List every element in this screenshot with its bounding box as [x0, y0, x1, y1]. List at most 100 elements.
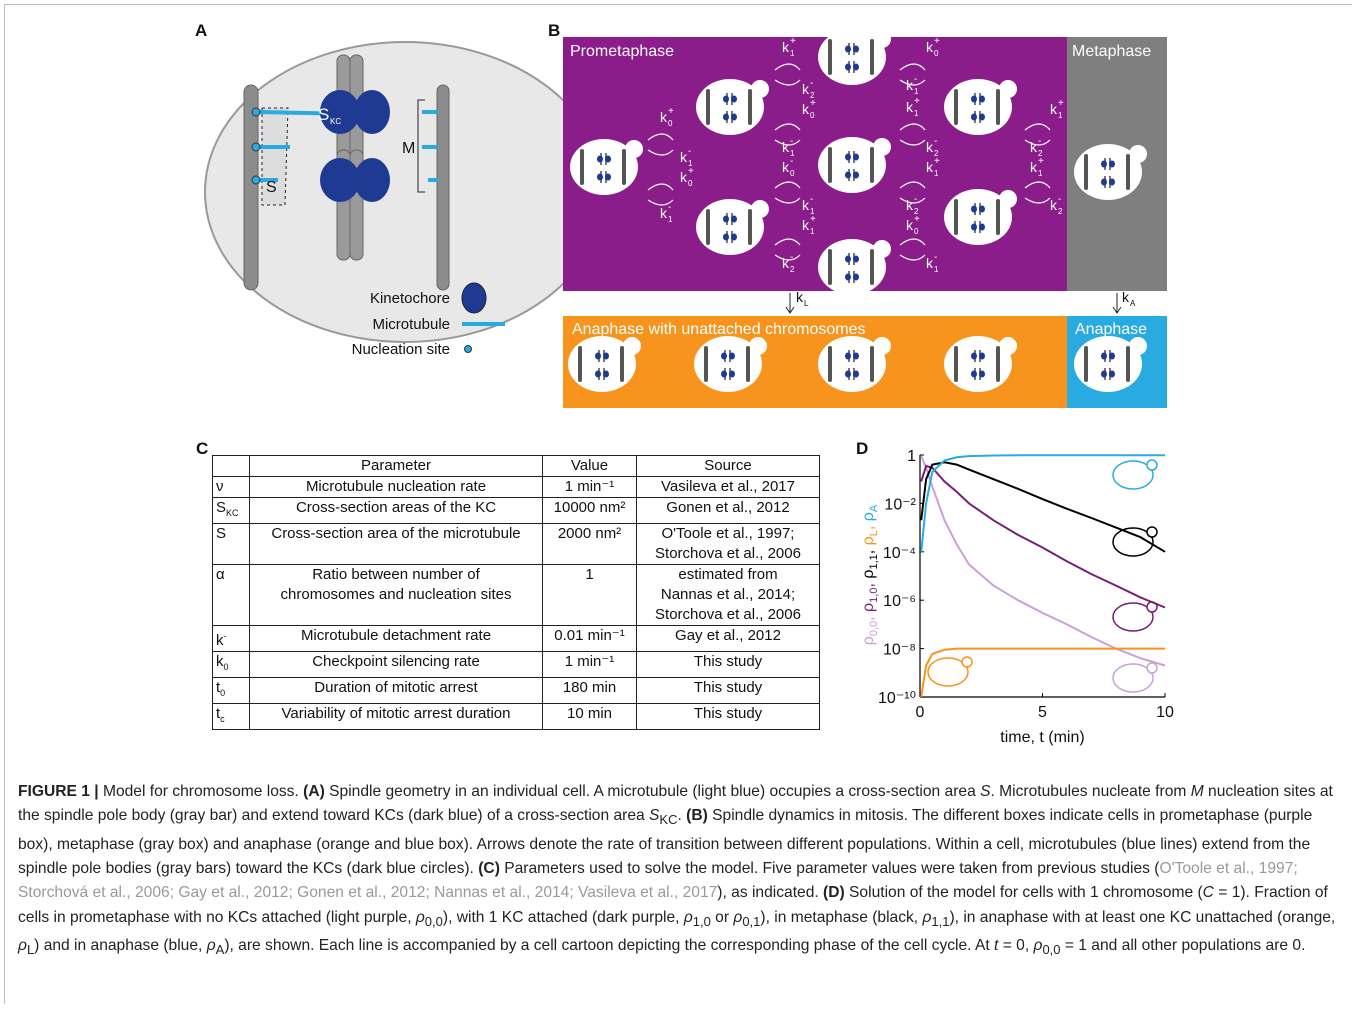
rate-sup: +	[934, 156, 940, 167]
table-cell: Microtubule nucleation rate	[249, 476, 543, 498]
y-axis-title-sub: A	[868, 504, 880, 512]
rate-sub: 1	[810, 207, 815, 216]
cell-text: α	[216, 566, 225, 583]
cell-text: 1 min⁻¹	[564, 653, 615, 670]
rate-sub: 1	[1038, 169, 1043, 178]
cell-line: Storchova et al., 2006	[655, 545, 801, 562]
rate-sup: -	[688, 146, 691, 157]
table-cell: Duration of mitotic arrest	[249, 677, 543, 704]
cell-text: Source	[704, 457, 752, 474]
rate-symbol: k	[1050, 101, 1058, 117]
cell-text: Microtubule nucleation rate	[305, 478, 487, 495]
rate-symbol: k	[1122, 289, 1130, 305]
area-symbol-sub: KC	[330, 117, 341, 126]
header-cell: Value	[542, 455, 637, 477]
table-cell: k0	[212, 651, 250, 678]
caption-sub: 0,0	[1042, 942, 1061, 958]
rate-symbol: k	[660, 205, 668, 221]
table-cell: estimated from Nannas et al., 2014; Storch…	[636, 564, 820, 626]
caption-text: ), in anaphase with at least one KC unat…	[949, 908, 1336, 926]
caption-italic: t	[994, 937, 999, 954]
y-axis-title-symbol: ρ	[860, 512, 877, 521]
rate-sub: 2	[790, 265, 795, 274]
y-tick-label: 10⁻⁶	[883, 593, 916, 610]
caption-italic: ρ	[683, 908, 693, 926]
symbol: k	[216, 632, 224, 649]
symbol-sup: -	[223, 631, 227, 641]
header-cell	[212, 455, 250, 477]
rate-sup: -	[914, 74, 917, 85]
symbol: k	[216, 653, 224, 670]
phase-label: Prometaphase	[570, 43, 674, 60]
caption-italic: ρ	[1033, 937, 1043, 954]
table-row: t0 Duration of mitotic arrest 180 min This …	[212, 677, 820, 704]
y-axis-title: ρ0,0, ρ1,0, ρ1,1, ρL, ρA	[860, 504, 880, 645]
rate-symbol: k	[926, 255, 934, 271]
table-cell: 10 min	[542, 703, 637, 730]
rate-sub: 0	[914, 227, 919, 236]
x-tick-label: 5	[1038, 704, 1047, 721]
rate-sub: 1	[934, 265, 939, 274]
rate-sup: -	[790, 252, 793, 263]
caption-text: ) and in anaphase (blue,	[34, 937, 207, 954]
panel-label: B	[548, 21, 560, 40]
y-axis-title-sep: ,	[860, 545, 877, 554]
caption-sub: 0,1	[742, 913, 761, 929]
rate-sup: +	[810, 214, 816, 225]
symbol: t	[216, 705, 221, 722]
caption-italic: M	[1190, 783, 1204, 800]
cell-text: Cross-section area of the microtubule	[271, 525, 521, 542]
cell-text: 1	[585, 566, 594, 583]
symbol-sub: KC	[226, 508, 239, 518]
table-cell: 0.01 min⁻¹	[542, 625, 637, 652]
header-cell: Parameter	[249, 455, 543, 477]
panel-label: A	[195, 21, 207, 40]
rate-sub: 1	[810, 227, 815, 236]
rate-symbol: k	[782, 255, 790, 271]
rate-symbol: k	[1050, 197, 1058, 213]
table-row: α Ratio between number of chromosomes and …	[212, 564, 820, 626]
y-axis-title-sub: L	[868, 530, 880, 536]
y-axis-title-symbol: ρ	[860, 570, 877, 579]
rate-sub: 0	[688, 179, 693, 188]
rate-sub: 2	[934, 149, 939, 158]
table-cell: tc	[212, 703, 250, 730]
cell-text: ν	[216, 478, 224, 495]
cell-text: 10000 nm²	[553, 499, 626, 516]
rate-sub: 2	[914, 207, 919, 216]
table-cell: Cross-section areas of the KC	[249, 497, 543, 524]
rate-sub: 1	[914, 109, 919, 118]
cell-text: 0.01 min⁻¹	[554, 627, 625, 644]
caption-sub: 1,0	[692, 913, 711, 929]
table-cell: 1	[542, 564, 637, 626]
y-tick-label: 10⁻⁴	[883, 545, 916, 562]
rate-sup: -	[810, 78, 813, 89]
rate-sub: 1	[790, 49, 795, 58]
table-cell: S	[212, 523, 250, 565]
caption-text: Spindle geometry in an individual cell. …	[324, 783, 981, 800]
legend-label: Microtubule	[372, 316, 450, 333]
caption-text: Model for chromosome loss.	[98, 783, 304, 800]
caption-bold: (A)	[303, 783, 325, 800]
y-axis-title-symbol: ρ	[860, 603, 877, 612]
caption-text: Spindle dynamics in mitosis. The differe…	[18, 807, 1313, 877]
panel-b-art	[563, 29, 1167, 408]
caption-text: ), as indicated.	[717, 884, 824, 902]
symbol: t	[216, 679, 221, 696]
caption-italic: ρ	[18, 937, 27, 954]
rate-sub: 1	[668, 215, 673, 224]
x-tick-label: 0	[916, 704, 925, 721]
caption-text: = 1 and all other populations are 0.	[1060, 937, 1306, 954]
table-cell: t0	[212, 677, 250, 704]
rate-sup: -	[1058, 194, 1061, 205]
rate-sup: -	[790, 136, 793, 147]
y-axis-title-sub: 1,1	[868, 554, 880, 569]
area-symbol: S	[266, 179, 277, 196]
rate-symbol: k	[796, 289, 804, 305]
cell-text: 2000 nm²	[557, 525, 622, 542]
rate-sup: -	[1038, 136, 1041, 147]
caption-text: Solution of the model for cells with 1 c…	[844, 884, 1203, 902]
y-axis-title-sep: ,	[860, 521, 877, 530]
caption-text: = 1). Fraction of cells in prometaphase …	[18, 884, 1328, 926]
